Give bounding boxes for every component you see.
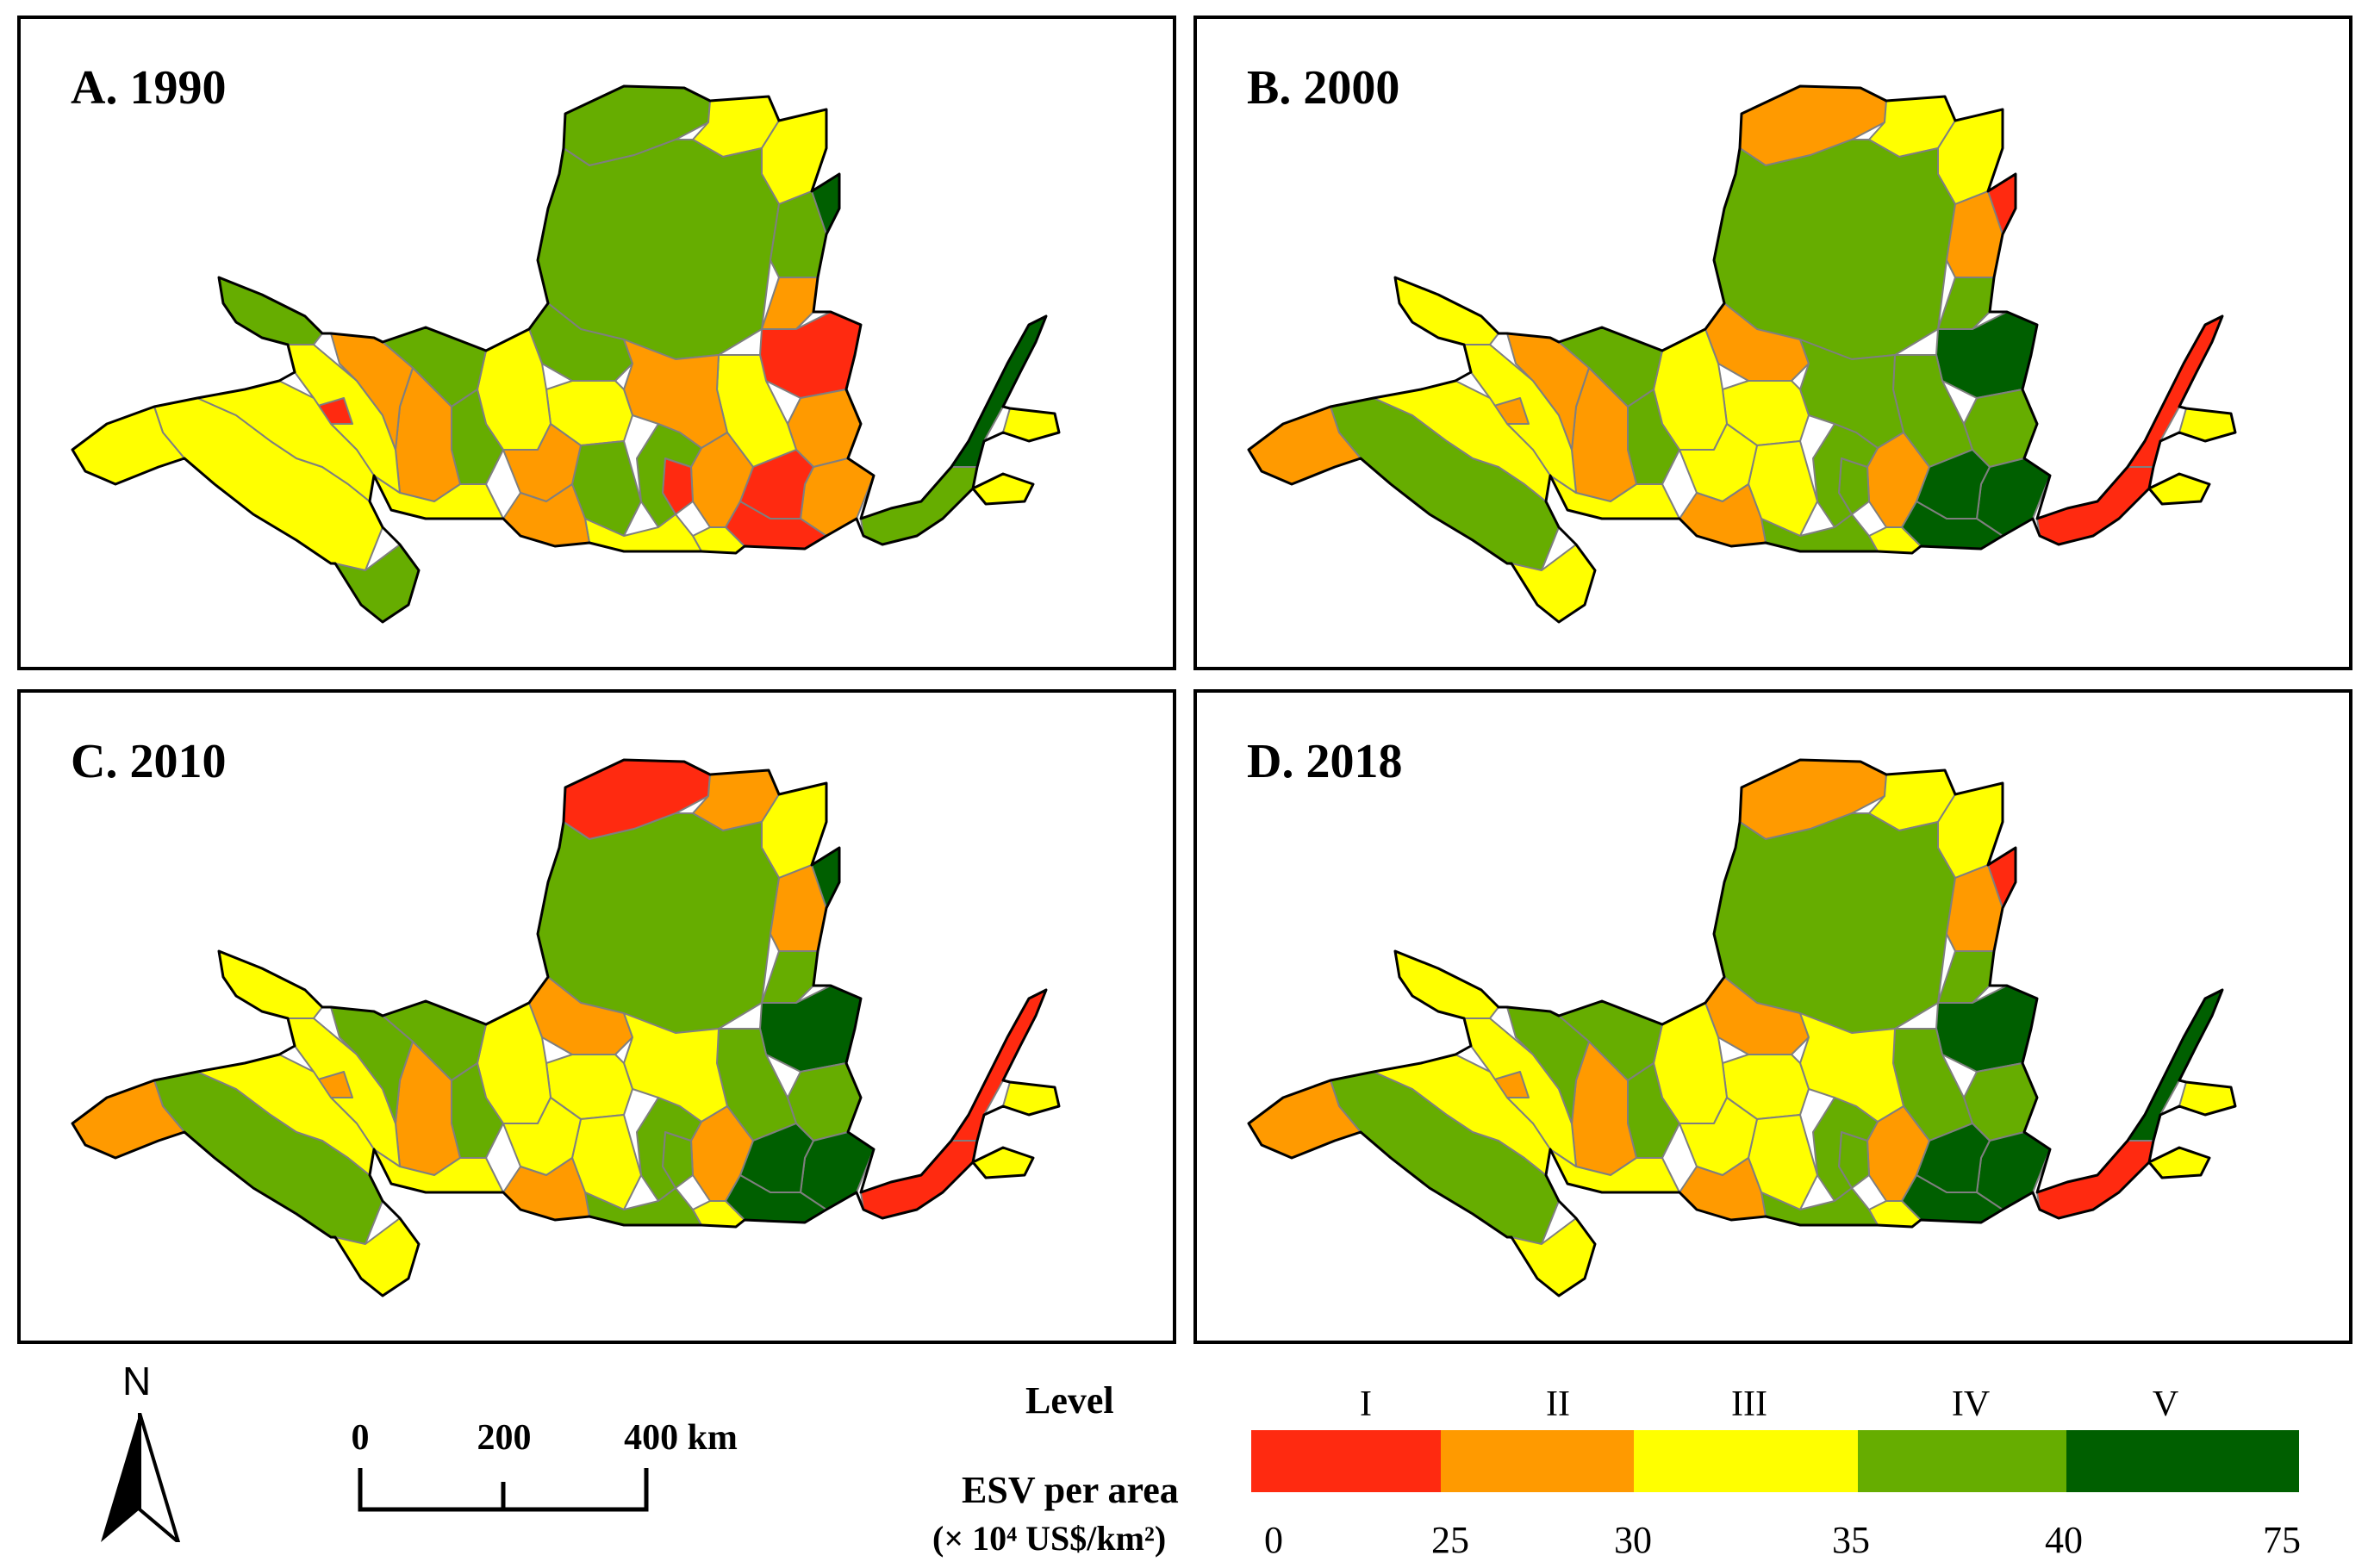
legend-tick: 40 [2045,1519,2083,1561]
basin-outline [1247,84,2237,624]
panel-title: D. 2018 [1247,735,1403,788]
scale-label-200: 200 [477,1418,532,1458]
legend-tick: 0 [1264,1519,1283,1561]
subbasin-region [2036,466,2154,545]
legend-class-label-iv: IV [1951,1384,1991,1424]
legend-color-bar [1251,1430,2299,1492]
legend-class-label-i: I [1360,1384,1372,1424]
legend-unit: (× 10⁴ US$/km²) [932,1519,1167,1558]
legend-class-label-iii: III [1731,1384,1767,1424]
basin-outline [71,758,1061,1297]
map-panel-a: A. 1990 [17,16,1176,670]
subbasin-region [218,277,323,345]
subbasin-region [860,1140,978,1219]
subbasin-region [761,950,819,1004]
map-panel-c: C. 2010 [17,689,1176,1344]
subbasin-region [1937,277,1995,330]
subbasin-region [636,423,702,528]
scale-label-400: 400 km [624,1418,738,1458]
subbasin-region [2036,1140,2154,1219]
legend-swatch-i [1251,1430,1441,1492]
subbasin-region [860,466,978,545]
panel-title: B. 2000 [1247,61,1400,115]
legend-swatch-v [2066,1430,2299,1492]
basin-outline [1247,758,2237,1297]
map-panel-d: D. 2018 [1193,689,2352,1344]
subbasin-region [1394,277,1499,345]
legend-value-title: ESV per area [962,1469,1179,1511]
subbasin-region [1394,950,1499,1019]
panel-title: C. 2010 [71,735,227,788]
legend-swatch-ii [1441,1430,1634,1492]
subbasin-region [1937,950,1995,1004]
map-panel-b: B. 2000 [1193,16,2352,670]
basin-map [71,84,1061,624]
legend-tick: 75 [2263,1519,2301,1561]
scale-bar [358,1468,649,1512]
subbasin-region [1812,1097,1879,1202]
legend-swatch-iii [1634,1430,1858,1492]
legend-class-label-v: V [2152,1384,2179,1424]
legend-tick: 35 [1832,1519,1870,1561]
basin-map [1247,758,2237,1297]
legend-swatch-iv [1858,1430,2066,1492]
legend-tick: 25 [1431,1519,1469,1561]
north-arrow-label: N [122,1359,152,1403]
north-arrow-icon [101,1413,181,1542]
basin-map [1247,84,2237,624]
legend-class-label-ii: II [1546,1384,1570,1424]
subbasin-region [761,277,819,330]
basin-outline [71,84,1061,624]
panel-title: A. 1990 [71,61,227,115]
scale-label-0: 0 [351,1418,370,1458]
subbasin-region [1812,423,1879,528]
legend-level-title: Level [1025,1379,1114,1422]
subbasin-region [218,950,323,1019]
subbasin-region [636,1097,702,1202]
legend-tick: 30 [1614,1519,1652,1561]
basin-map [71,758,1061,1297]
